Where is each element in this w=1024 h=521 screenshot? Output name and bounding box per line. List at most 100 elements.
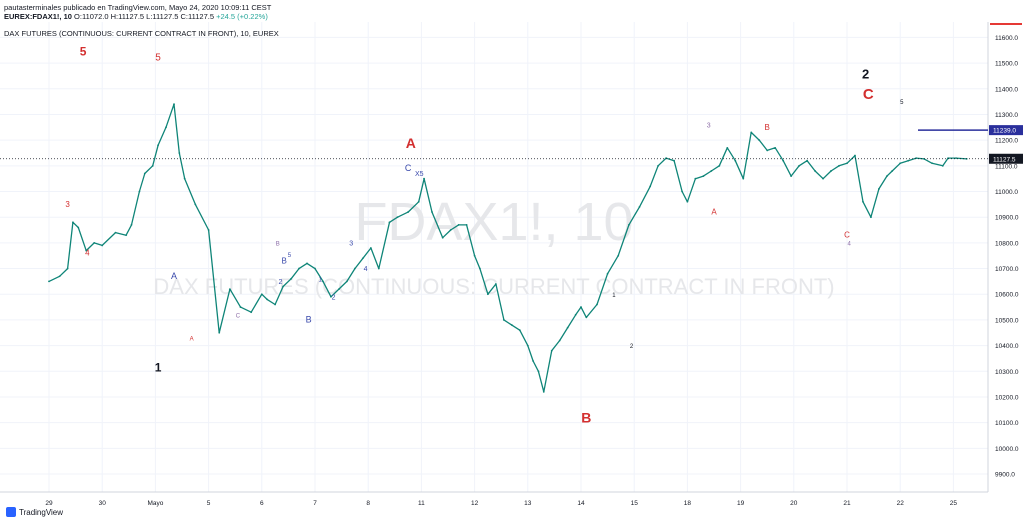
x-tick-label: 12	[471, 500, 479, 507]
wave-label: C	[863, 86, 874, 103]
price-point	[314, 267, 316, 270]
y-tick-label: 10900.0	[995, 215, 1019, 222]
price-point	[694, 177, 697, 180]
price-point	[260, 293, 263, 296]
price-point	[710, 170, 713, 172]
wave-label: A	[711, 208, 717, 217]
price-point	[766, 149, 769, 152]
watermark-symbol: FDAX1!, 10	[354, 192, 633, 252]
price-point	[173, 103, 175, 106]
symbol-ohlc-line: EUREX:FDAX1!, 10 O:11072.0 H:11127.5 L:1…	[4, 12, 268, 21]
wave-label: B	[581, 410, 591, 426]
x-tick-label: 6	[260, 500, 264, 507]
wave-label: 3	[65, 200, 70, 209]
publish-info: pautasterminales publicado en TradingVie…	[4, 3, 272, 12]
price-tag-box	[989, 153, 1023, 164]
price-point	[566, 326, 569, 329]
wave-label: 2	[332, 294, 336, 301]
price-point	[907, 159, 910, 162]
price-point	[377, 267, 380, 270]
price-point	[750, 131, 753, 134]
price-point	[157, 144, 159, 147]
chart-container[interactable]: FDAX1!, 10 DAX FUTURES (CONTINUOUS: CURRE…	[0, 22, 1024, 521]
price-series-line[interactable]	[48, 103, 967, 393]
price-point	[449, 229, 452, 231]
price-point	[686, 200, 689, 203]
price-point	[473, 254, 476, 257]
price-point	[101, 244, 104, 247]
wave-label: 4	[364, 266, 368, 273]
price-point	[228, 288, 231, 291]
wave-label: B	[276, 241, 280, 247]
price-point	[526, 344, 529, 347]
price-point	[606, 272, 609, 275]
footer: TradingView	[6, 507, 63, 517]
wave-label: 3	[349, 240, 353, 247]
ohlc-values: O:11072.0 H:11127.5 L:11127.5 C:11127.5	[74, 12, 215, 21]
x-tick-label: 14	[577, 500, 585, 507]
price-point	[306, 262, 308, 265]
price-point	[138, 190, 141, 193]
price-point	[702, 175, 705, 177]
price-point	[822, 177, 824, 180]
y-tick-label: 10000.0	[995, 446, 1019, 453]
y-tick-label: 11100.0	[995, 163, 1018, 170]
y-tick-label: 11200.0	[995, 138, 1018, 145]
wave-label: 4	[85, 249, 90, 258]
wave-label: B	[306, 314, 312, 324]
price-point	[891, 170, 894, 172]
y-tick-label: 11300.0	[995, 112, 1018, 119]
price-chart[interactable]: FDAX1!, 10 DAX FUTURES (CONTINUOUS: CURRE…	[0, 22, 1024, 521]
price-point	[734, 159, 737, 162]
price-point	[510, 324, 513, 326]
symbol-label: EUREX:FDAX1!, 10	[4, 12, 72, 21]
price-point	[558, 339, 561, 342]
x-tick-label: 25	[950, 500, 958, 507]
price-point	[266, 298, 269, 301]
wave-label: 3	[707, 122, 711, 129]
wave-label: 5	[80, 44, 87, 58]
y-tick-label: 11500.0	[995, 61, 1018, 68]
x-tick-label: 13	[524, 500, 532, 507]
price-point	[298, 267, 300, 270]
x-tick-label: 21	[843, 500, 851, 507]
wave-label: X5	[415, 171, 424, 178]
wave-label: B	[765, 123, 770, 132]
price-point	[290, 277, 292, 280]
x-tick-label: 11	[418, 500, 425, 507]
wave-label: 5	[288, 253, 292, 259]
price-point	[354, 267, 356, 270]
x-tick-label: 18	[684, 500, 692, 507]
price-point	[465, 223, 468, 226]
price-point	[532, 360, 535, 362]
price-point	[114, 231, 117, 234]
wave-label: A	[406, 135, 416, 151]
y-tick-label: 11600.0	[995, 35, 1018, 42]
price-point	[239, 306, 242, 308]
wave-label: C	[844, 231, 850, 240]
y-tick-label: 10500.0	[995, 317, 1019, 324]
price-point	[742, 177, 745, 180]
y-tick-label: 11400.0	[995, 86, 1018, 93]
wave-label: 1	[155, 360, 162, 374]
price-point	[178, 152, 181, 154]
chart-title: DAX FUTURES (CONTINUOUS: CURRENT CONTRAC…	[4, 29, 279, 38]
wave-label: 2	[862, 67, 869, 82]
price-point	[649, 185, 652, 188]
wave-label: 1	[319, 277, 323, 283]
price-point	[250, 311, 253, 314]
price-point	[790, 175, 793, 177]
price-point	[130, 223, 133, 226]
price-tag-box	[989, 125, 1023, 136]
price-point	[194, 203, 197, 206]
plot-background	[0, 22, 1024, 521]
price-point	[596, 303, 598, 306]
price-point	[862, 200, 864, 203]
price-point	[346, 280, 348, 283]
price-point	[274, 303, 276, 306]
price-point	[542, 390, 545, 393]
y-tick-label: 10700.0	[995, 266, 1019, 273]
price-point	[322, 280, 324, 283]
x-tick-label: 8	[366, 500, 370, 507]
y-tick-label: 11000.0	[995, 189, 1018, 196]
